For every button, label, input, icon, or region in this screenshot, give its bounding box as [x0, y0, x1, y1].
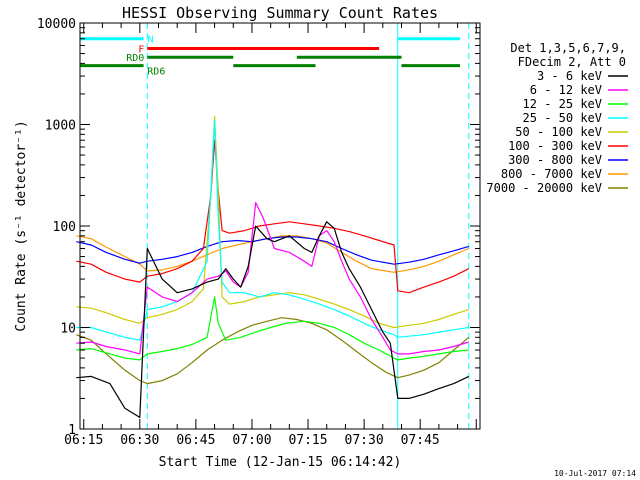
x-tick-label: 07:00 — [232, 433, 271, 448]
chart-title: HESSI Observing Summary Count Rates — [122, 4, 438, 22]
flag-label-rd6: RD6 — [147, 67, 165, 78]
x-tick-label: 07:30 — [345, 433, 384, 448]
x-tick-label: 07:45 — [401, 433, 440, 448]
x-tick-label: 07:15 — [288, 433, 327, 448]
footer-timestamp: 10-Jul-2017 07:14 — [554, 469, 636, 478]
series-line-25-50-kev-kev — [76, 119, 469, 341]
y-tick-label: 1000 — [45, 119, 76, 134]
y-tick-label: 10 — [60, 322, 76, 337]
x-axis-label: Start Time (12-Jan-15 06:14:42) — [159, 455, 402, 470]
plot-frame — [79, 22, 481, 430]
flag-label-n: N — [148, 35, 154, 46]
y-tick-label: 10000 — [37, 17, 76, 32]
series-line-50-100-kev-kev — [76, 115, 469, 329]
y-tick-label: 1 — [68, 423, 76, 438]
flag-label-rd0: RD0 — [126, 53, 144, 64]
x-tick-label: 06:30 — [120, 433, 159, 448]
legend-entry-label: 50 - 100 keV — [515, 125, 602, 139]
legend: Det 1,3,5,6,7,9, FDecim 2, Att 0 3 - 6 k… — [486, 41, 628, 195]
legend-entry-label: 300 - 800 keV — [508, 153, 602, 167]
legend-entry-label: 12 - 25 keV — [523, 97, 602, 111]
y-tick-label: 100 — [53, 220, 76, 235]
x-ticks: 06:15 06:30 06:45 07:00 07:15 07:30 07:45 — [64, 23, 477, 448]
x-tick-label: 06:45 — [176, 433, 215, 448]
legend-entry-label: 7000 - 20000 keV — [486, 181, 602, 195]
legend-header-1: Det 1,3,5,6,7,9, — [510, 41, 626, 55]
series-layer — [76, 23, 470, 429]
legend-entry-label: 3 - 6 keV — [537, 69, 602, 83]
legend-header-2: FDecim 2, Att 0 — [518, 55, 626, 69]
legend-entry-label: 6 - 12 keV — [530, 83, 602, 97]
flag-label-f: F — [138, 45, 144, 56]
series-line-6-12-kev-kev — [76, 202, 469, 355]
y-axis-label: Count Rate (s⁻¹ detector⁻¹) — [14, 120, 29, 331]
series-line-7000-20000-kev-kev — [76, 317, 470, 385]
legend-entry-label: 800 - 7000 keV — [501, 167, 602, 181]
legend-entry-label: 25 - 50 keV — [523, 111, 602, 125]
legend-entry-label: 100 - 300 keV — [508, 139, 602, 153]
x-tick-label: 06:15 — [64, 433, 103, 448]
series-line-100-300-kev-kev — [76, 139, 470, 294]
series-line-12-25-kev-kev — [76, 296, 469, 361]
y-ticks: 1 10 100 1000 10000 — [37, 17, 480, 438]
series-line-3-6-kev-kev — [76, 221, 470, 418]
